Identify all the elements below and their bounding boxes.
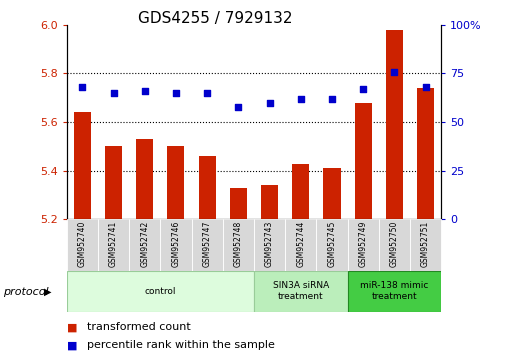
Text: control: control [145,287,176,296]
Bar [191,219,223,271]
Bar [67,271,254,312]
Bar [160,219,191,271]
Text: GSM952743: GSM952743 [265,221,274,267]
Bar [292,164,309,219]
Bar [323,169,341,219]
Text: percentile rank within the sample: percentile rank within the sample [87,340,275,350]
Text: GSM952751: GSM952751 [421,221,430,267]
Bar [285,219,317,271]
Point [422,84,430,90]
Bar [261,185,278,219]
Bar [129,219,161,271]
Bar [98,219,129,271]
Bar [417,88,434,219]
Bar [230,188,247,219]
Bar [348,219,379,271]
Text: GSM952744: GSM952744 [296,221,305,267]
Text: GSM952742: GSM952742 [140,221,149,267]
Text: GSM952746: GSM952746 [171,221,181,267]
Text: GSM952747: GSM952747 [203,221,212,267]
Text: SIN3A siRNA
treatment: SIN3A siRNA treatment [272,281,329,301]
Bar [354,103,372,219]
Bar [254,271,348,312]
Bar [105,147,122,219]
Point [78,84,86,90]
Point [297,96,305,102]
Text: GSM952748: GSM952748 [234,221,243,267]
Point [390,69,399,74]
Point [141,88,149,94]
Text: ▶: ▶ [44,287,51,297]
Bar [317,219,348,271]
Text: protocol: protocol [3,287,48,297]
Bar [254,219,285,271]
Text: ■: ■ [67,322,77,332]
Text: miR-138 mimic
treatment: miR-138 mimic treatment [360,281,428,301]
Text: GSM952749: GSM952749 [359,221,368,267]
Bar [67,219,98,271]
Bar [136,139,153,219]
Text: GDS4255 / 7929132: GDS4255 / 7929132 [138,11,293,25]
Point [109,90,117,96]
Point [203,90,211,96]
Point [265,100,273,105]
Point [359,86,367,92]
Text: ■: ■ [67,340,77,350]
Bar [223,219,254,271]
Bar [348,271,441,312]
Text: GSM952745: GSM952745 [327,221,337,267]
Bar [74,113,91,219]
Bar [386,30,403,219]
Point [328,96,336,102]
Text: GSM952741: GSM952741 [109,221,118,267]
Point [234,104,243,109]
Point [172,90,180,96]
Bar [410,219,441,271]
Bar [379,219,410,271]
Text: transformed count: transformed count [87,322,191,332]
Text: GSM952750: GSM952750 [390,221,399,267]
Bar [167,147,185,219]
Text: GSM952740: GSM952740 [78,221,87,267]
Bar [199,156,215,219]
